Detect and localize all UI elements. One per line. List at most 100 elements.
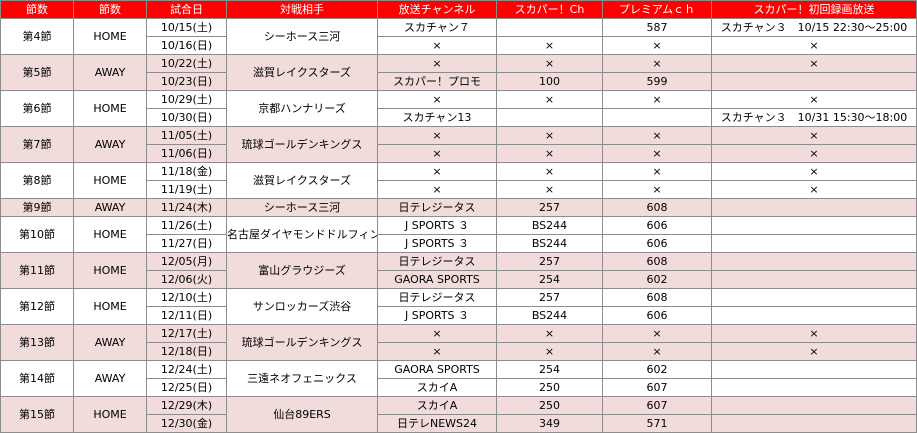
premium-ch-cell: × [602,342,712,361]
channel-cell: × [377,144,497,163]
channel-cell: × [377,324,497,343]
skyperfect-ch-cell: × [496,54,603,73]
round-cell: 第9節 [0,198,74,217]
premium-ch-cell: × [602,162,712,181]
channel-cell: 日テレジータス [377,198,497,217]
premium-ch-cell: 607 [602,396,712,415]
premium-ch-cell: 606 [602,216,712,235]
skyperfect-ch-cell: 349 [496,414,603,433]
premium-ch-cell: 608 [602,198,712,217]
round-cell: 第15節 [0,396,74,433]
channel-cell: スカイA [377,396,497,415]
skyperfect-ch-cell: 257 [496,288,603,307]
skyperfect-ch-cell: BS244 [496,216,603,235]
round-cell: 第6節 [0,90,74,127]
premium-ch-cell [602,108,712,127]
first-recording-cell [711,198,917,217]
channel-cell: GAORA SPORTS [377,360,497,379]
premium-ch-cell: 606 [602,234,712,253]
round-cell: 第10節 [0,216,74,253]
channel-cell: × [377,180,497,199]
header-venue: 節数 [73,0,147,19]
skyperfect-ch-cell: × [496,324,603,343]
table-row: 12/25(日) スカイA 250 607 [1,378,917,397]
table-row: 12/11(日) J SPORTS ３ BS244 606 [1,306,917,325]
date-cell: 11/18(金) [146,162,227,181]
opponent-cell: シーホース三河 [226,198,378,217]
table-row: 第15節 HOME 12/29(木) 仙台89ERS スカイA 250 607 [0,396,917,433]
date-cell: 11/06(日) [146,144,227,163]
date-cell: 12/11(日) [146,306,227,325]
table-row: 11/27(日) J SPORTS ３ BS244 606 [1,234,917,253]
date-cell: 11/26(土) [146,216,227,235]
opponent-cell: 富山グラウジーズ [226,252,378,289]
opponent-cell: 琉球ゴールデンキングス [226,126,378,163]
premium-ch-cell: 587 [602,18,712,37]
skyperfect-ch-cell: × [496,342,603,361]
channel-cell: × [377,126,497,145]
channel-cell: 日テレNEWS24 [377,414,497,433]
first-recording-cell: × [711,126,917,145]
date-cell: 10/22(土) [146,54,227,73]
skyperfect-ch-cell: × [496,126,603,145]
opponent-cell: 名古屋ダイヤモンドドルフィンズ [226,216,378,253]
venue-cell: HOME [73,396,147,433]
table-row: 10/23(日) スカパー！プロモ 100 599 [1,72,917,91]
round-cell: 第12節 [0,288,74,325]
opponent-cell: 仙台89ERS [226,396,378,433]
header-first-recording: スカパー！初回録画放送 [711,0,917,19]
table-row: 10/30(日) スカチャン13 スカチャン３ 10/31 15:30～18:00 [1,108,917,127]
channel-cell: × [377,36,497,55]
round-cell: 第11節 [0,252,74,289]
first-recording-cell: × [711,180,917,199]
channel-cell: × [377,54,497,73]
venue-cell: AWAY [73,324,147,361]
table-row: 第4節 HOME 10/15(土) シーホース三河 スカチャン７ 587 スカチャン３ 10… [0,18,917,55]
venue-cell: AWAY [73,54,147,91]
first-recording-cell: スカチャン３ 10/15 22:30～25:00 [711,18,917,37]
first-recording-cell: × [711,90,917,109]
channel-cell: J SPORTS ３ [377,306,497,325]
date-cell: 11/05(土) [146,126,227,145]
skyperfect-ch-cell: 257 [496,198,603,217]
table-row: 10/16(日) × × × × [1,36,917,55]
table-row: 第9節 AWAY 11/24(木) シーホース三河 日テレジータス 257 608 [0,198,917,217]
premium-ch-cell: × [602,180,712,199]
first-recording-cell [711,306,917,325]
premium-ch-cell: × [602,324,712,343]
venue-cell: AWAY [73,126,147,163]
skyperfect-ch-cell: 250 [496,396,603,415]
opponent-cell: 京都ハンナリーズ [226,90,378,127]
premium-ch-cell: 607 [602,378,712,397]
date-cell: 12/18(日) [146,342,227,361]
first-recording-cell [711,270,917,289]
table-row: 第8節 HOME 11/18(金) 滋賀レイクスターズ × × × × [0,162,917,199]
skyperfect-ch-cell: 250 [496,378,603,397]
skyperfect-ch-cell: 257 [496,252,603,271]
date-cell: 12/17(土) [146,324,227,343]
first-recording-cell [711,396,917,415]
table-row: 12/30(金) 日テレNEWS24 349 571 [1,414,917,433]
premium-ch-cell: × [602,90,712,109]
header-channel: 放送チャンネル [377,0,497,19]
first-recording-cell: × [711,162,917,181]
table-row: 第12節 HOME 12/10(土) サンロッカーズ渋谷 日テレジータス 257 608 [0,288,917,325]
channel-cell: J SPORTS ３ [377,216,497,235]
table-row: 第14節 AWAY 12/24(土) 三遠ネオフェニックス GAORA SPORTS 25… [0,360,917,397]
channel-cell: × [377,162,497,181]
premium-ch-cell: × [602,36,712,55]
header-opponent: 対戦相手 [226,0,378,19]
header-date: 試合日 [146,0,227,19]
premium-ch-cell: 599 [602,72,712,91]
premium-ch-cell: × [602,144,712,163]
date-cell: 10/15(土) [146,18,227,37]
date-cell: 10/23(日) [146,72,227,91]
venue-cell: HOME [73,162,147,199]
venue-cell: HOME [73,288,147,325]
venue-cell: HOME [73,252,147,289]
schedule-body: 第4節 HOME 10/15(土) シーホース三河 スカチャン７ 587 スカチャン３ 10… [0,18,917,433]
premium-ch-cell: 606 [602,306,712,325]
date-cell: 12/29(木) [146,396,227,415]
date-cell: 12/10(土) [146,288,227,307]
date-cell: 12/06(火) [146,270,227,289]
